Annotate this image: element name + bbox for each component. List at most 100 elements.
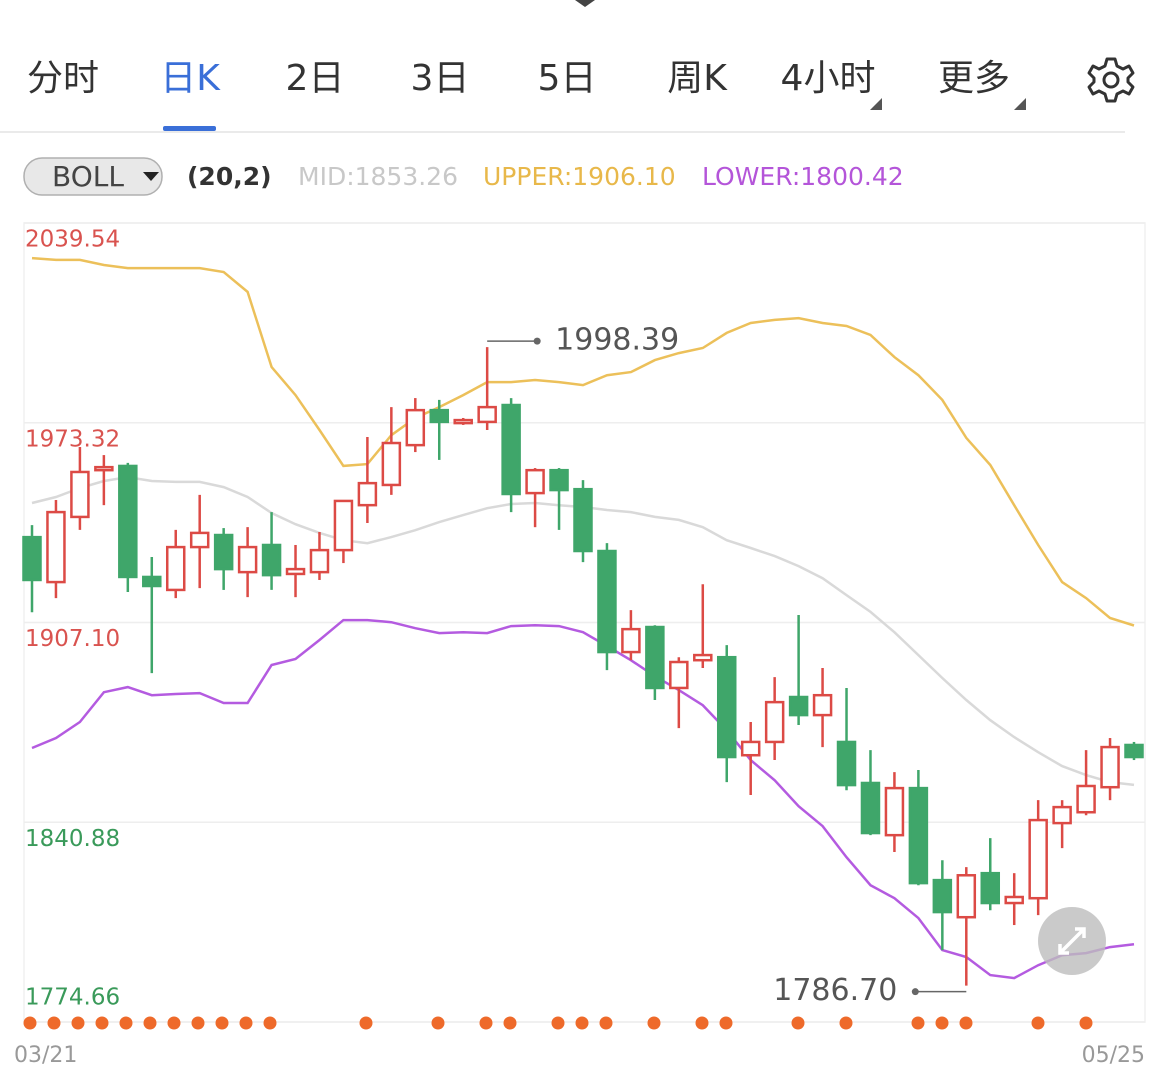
candle-body — [1052, 805, 1072, 825]
event-marker[interactable] — [215, 1016, 229, 1030]
candle-body — [740, 740, 761, 757]
candle-body — [309, 548, 330, 574]
candle-body — [884, 786, 905, 837]
event-marker[interactable] — [503, 1016, 517, 1030]
event-marker[interactable] — [71, 1016, 85, 1030]
candle-body — [1028, 818, 1048, 900]
event-marker[interactable] — [959, 1016, 973, 1030]
indicator-select[interactable] — [23, 157, 163, 196]
candle-body — [956, 874, 977, 919]
event-marker[interactable] — [719, 1016, 733, 1030]
candle-body — [836, 740, 857, 787]
event-marker[interactable] — [95, 1016, 109, 1030]
tab-dropdown-mark — [1014, 98, 1026, 110]
tab[interactable]: 4小时 — [781, 58, 876, 99]
select-arrow — [143, 172, 159, 181]
event-marker[interactable] — [575, 1016, 589, 1030]
indicator-params: (20,2) — [187, 162, 272, 191]
candle-body — [70, 470, 90, 519]
x-tick-label: 03/21 — [14, 1043, 77, 1068]
candle-body — [860, 781, 881, 835]
candle-body — [788, 695, 809, 717]
candle-body — [22, 535, 42, 582]
event-marker[interactable] — [167, 1016, 181, 1030]
active-tab-underline — [163, 126, 216, 131]
candle-body — [1100, 745, 1120, 789]
event-marker[interactable] — [1031, 1016, 1045, 1030]
candle-body — [237, 545, 258, 574]
event-marker[interactable] — [47, 1016, 61, 1030]
event-marker[interactable] — [1079, 1016, 1093, 1030]
candle-body — [525, 468, 545, 495]
min-label: 1786.70 — [773, 973, 897, 1008]
event-marker[interactable] — [935, 1016, 949, 1030]
event-marker[interactable] — [119, 1016, 133, 1030]
max-dot — [533, 337, 541, 345]
tab[interactable]: 3日 — [411, 58, 470, 99]
event-marker[interactable] — [359, 1016, 373, 1030]
fullscreen-button[interactable] — [1038, 907, 1106, 975]
event-marker[interactable] — [239, 1016, 253, 1030]
event-marker[interactable] — [551, 1016, 565, 1030]
settings-icon[interactable] — [1087, 57, 1135, 103]
event-marker[interactable] — [431, 1016, 445, 1030]
event-marker[interactable] — [791, 1016, 805, 1030]
min-dot — [911, 988, 919, 996]
tab[interactable]: 周K — [667, 58, 728, 99]
candle-body — [46, 510, 66, 584]
candle-body — [693, 653, 713, 662]
event-markers — [23, 1016, 1093, 1030]
tab[interactable]: 日K — [160, 58, 221, 99]
tab[interactable]: 2日 — [286, 58, 345, 99]
candle-body — [165, 545, 186, 592]
candle-body — [597, 549, 617, 654]
candle-body — [429, 408, 450, 424]
plot: 2039.54 1973.32 1907.10 1840.88 1774.66 03/21… — [14, 222, 1145, 1068]
legend-label: MID:1853.26 — [298, 162, 458, 191]
candle-body — [213, 533, 234, 571]
y-tick-label: 2039.54 — [25, 227, 120, 253]
tab[interactable]: 更多 — [938, 58, 1010, 99]
y-tick-label: 1840.88 — [25, 826, 120, 852]
y-tick-label: 1907.10 — [25, 626, 120, 652]
candle-body — [453, 418, 473, 425]
event-marker[interactable] — [695, 1016, 709, 1030]
tab[interactable]: 分时 — [27, 58, 99, 99]
indicator-name: BOLL — [52, 160, 124, 193]
candle-body — [980, 871, 1001, 905]
tab-dropdown-mark — [870, 98, 882, 110]
candle-body — [118, 464, 138, 579]
candle-body — [189, 531, 210, 549]
candle-body — [261, 543, 282, 577]
candle-body — [142, 575, 162, 588]
candle-body — [621, 627, 641, 654]
pull-handle[interactable] — [575, 0, 595, 7]
event-marker[interactable] — [599, 1016, 613, 1030]
y-tick-label: 1973.32 — [25, 426, 120, 452]
event-marker[interactable] — [479, 1016, 493, 1030]
candle-body — [549, 468, 569, 492]
max-label: 1998.39 — [555, 323, 679, 358]
candle-body — [477, 405, 497, 424]
tab[interactable]: 5日 — [538, 58, 597, 99]
candle-body — [716, 655, 737, 759]
event-marker[interactable] — [911, 1016, 925, 1030]
candle-body — [908, 786, 929, 885]
event-marker[interactable] — [263, 1016, 277, 1030]
candle-body — [1124, 743, 1144, 759]
candle-body — [764, 700, 785, 744]
candle-body — [405, 408, 426, 447]
candle-body — [381, 441, 402, 487]
x-tick-label: 05/25 — [1082, 1043, 1145, 1068]
event-marker[interactable] — [143, 1016, 157, 1030]
candle-body — [501, 403, 521, 496]
candle-body — [1076, 784, 1096, 814]
event-marker[interactable] — [23, 1016, 37, 1030]
event-marker[interactable] — [839, 1016, 853, 1030]
event-marker[interactable] — [647, 1016, 661, 1030]
candle-body — [932, 878, 953, 914]
event-marker[interactable] — [191, 1016, 205, 1030]
boll-line — [31, 256, 1135, 627]
candle-body — [357, 481, 378, 507]
